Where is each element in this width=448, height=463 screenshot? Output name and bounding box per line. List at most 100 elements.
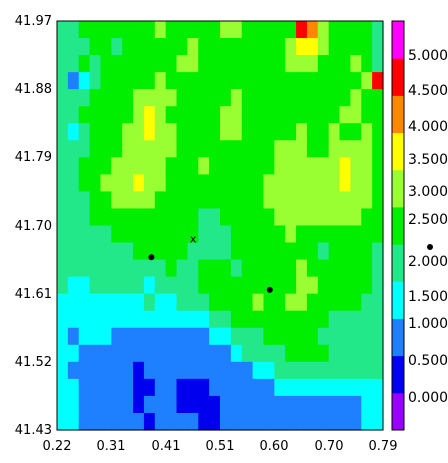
contour-cell <box>230 38 243 56</box>
contour-cell <box>285 208 297 227</box>
contour-cell <box>111 21 123 39</box>
contour-cell <box>187 140 199 158</box>
contour-cell <box>296 55 308 73</box>
colorbar-side-dot <box>427 244 433 250</box>
contour-cell <box>89 276 102 295</box>
contour-cell <box>220 276 232 295</box>
contour-cell <box>220 157 232 175</box>
contour-cell <box>274 242 286 261</box>
contour-cell <box>143 276 156 295</box>
contour-cell <box>296 378 308 397</box>
contour-cell <box>122 344 134 363</box>
contour-cell <box>339 327 351 346</box>
contour-cell <box>176 38 188 56</box>
contour-cell <box>154 157 167 175</box>
contour-cell <box>111 89 123 107</box>
contour-cell <box>187 327 199 346</box>
marker-dot <box>148 254 155 261</box>
contour-cell <box>133 174 145 193</box>
contour-cell <box>220 293 232 312</box>
contour-cell <box>230 378 243 397</box>
contour-cell <box>57 21 69 39</box>
contour-cell <box>143 21 156 39</box>
contour-cell <box>111 106 123 124</box>
contour-cell <box>78 21 91 39</box>
contour-cell <box>187 344 199 363</box>
contour-cell <box>339 21 351 39</box>
contour-cell <box>285 123 297 141</box>
contour-cell <box>187 174 199 193</box>
contour-cell <box>241 157 254 175</box>
contour-cell <box>143 293 156 312</box>
contour-cell <box>220 140 232 158</box>
contour-cell <box>57 412 69 431</box>
contour-cell <box>306 378 319 397</box>
contour-cell <box>89 310 102 329</box>
contour-cell <box>350 412 362 431</box>
contour-cell <box>209 395 221 414</box>
contour-cell <box>252 106 265 124</box>
contour-cell <box>111 378 123 397</box>
contour-cell <box>57 123 69 141</box>
contour-cell <box>220 72 232 90</box>
contour-cell <box>328 38 341 56</box>
contour-cell <box>100 191 112 210</box>
contour-cell <box>296 361 308 380</box>
contour-cell <box>67 293 80 312</box>
contour-cell <box>89 174 102 193</box>
contour-cell <box>252 293 265 312</box>
contour-cell <box>339 89 351 107</box>
contour-cell <box>111 38 123 56</box>
plot-frame <box>56 20 384 431</box>
contour-cell <box>143 395 156 414</box>
contour-cell <box>78 327 91 346</box>
contour-cell <box>372 242 384 261</box>
contour-cell <box>67 140 80 158</box>
contour-cell <box>361 191 373 210</box>
contour-cell <box>165 72 178 90</box>
contour-cell <box>285 140 297 158</box>
contour-cell <box>209 21 221 39</box>
contour-cell <box>361 327 373 346</box>
markers: x <box>148 232 273 293</box>
contour-cell <box>328 327 341 346</box>
contour-cell <box>187 225 199 244</box>
contour-cell <box>350 157 362 175</box>
contour-cell <box>317 361 330 380</box>
contour-cell <box>263 89 275 107</box>
contour-cell <box>220 191 232 210</box>
contour-cell <box>230 21 243 39</box>
contour-cell <box>100 310 112 329</box>
contour-cell <box>317 293 330 312</box>
contour-cell <box>361 174 373 193</box>
contour-cell <box>133 72 145 90</box>
contour-cell <box>165 106 178 124</box>
y-tick-label: 41.97 <box>15 14 52 29</box>
contour-cell <box>198 38 210 56</box>
contour-cell <box>111 327 123 346</box>
y-axis: 41.43 41.52 41.61 41.70 41.79 41.88 41.9… <box>15 14 52 438</box>
contour-cell <box>220 38 232 56</box>
contour-cell <box>372 174 384 193</box>
contour-cell <box>78 344 91 363</box>
contour-cell <box>89 225 102 244</box>
contour-cell <box>361 72 373 90</box>
contour-cell <box>154 378 167 397</box>
y-tick-label: 41.79 <box>15 150 52 165</box>
contour-cell <box>198 21 210 39</box>
contour-cell <box>176 395 188 414</box>
contour-cell <box>306 106 319 124</box>
contour-cell <box>154 344 167 363</box>
contour-cell <box>274 225 286 244</box>
contour-cell <box>143 361 156 380</box>
contour-cell <box>220 123 232 141</box>
marker-dot <box>266 286 273 293</box>
contour-cell <box>339 361 351 380</box>
contour-cell <box>285 276 297 295</box>
contour-cell <box>57 106 69 124</box>
contour-cell <box>285 395 297 414</box>
contour-cell <box>100 21 112 39</box>
contour-cell <box>111 208 123 227</box>
contour-cell <box>122 21 134 39</box>
contour-cell <box>57 38 69 56</box>
